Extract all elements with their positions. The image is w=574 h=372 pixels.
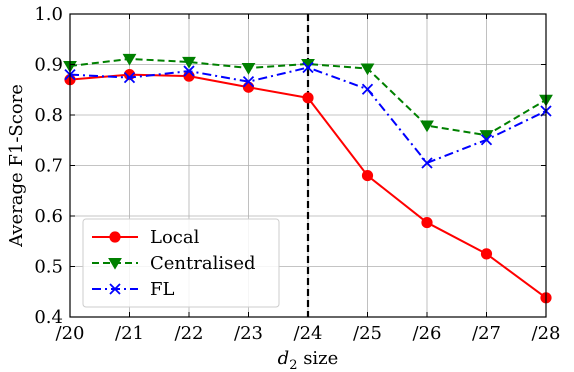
legend-entry-fl: FL <box>92 279 174 300</box>
data-point <box>242 81 255 93</box>
data-point <box>241 62 256 75</box>
data-point <box>421 157 433 169</box>
data-point <box>302 61 314 74</box>
data-point <box>421 216 433 229</box>
legend: Local Centralised FL <box>82 218 280 308</box>
x-tick-label: /24 <box>294 323 323 344</box>
x-axis-title-suffix: size <box>297 348 338 369</box>
data-point <box>123 71 136 84</box>
axis-ticks: /20/21/22/23/24/25/26/27/28 0.4 0.5 0.6 0.7 0… <box>34 4 560 344</box>
series-line <box>69 57 547 137</box>
y-tick-label: 0.6 <box>34 206 63 227</box>
data-point <box>183 70 195 82</box>
x-tick-label: /21 <box>115 323 144 344</box>
legend-label: Local <box>150 227 200 248</box>
y-tick-label: 0.5 <box>34 257 63 278</box>
x-axis-title-subscript: 2 <box>289 358 297 372</box>
data-point <box>182 56 196 69</box>
x-tick-label: /23 <box>234 323 263 344</box>
legend-entry-centralised: Centralised <box>92 253 256 274</box>
y-tick-label: 0.4 <box>34 307 63 328</box>
data-point <box>183 65 195 77</box>
series-group <box>63 53 553 304</box>
data-point <box>302 92 314 104</box>
y-tick-label: 0.8 <box>34 105 63 126</box>
x-tick-label: /26 <box>413 323 442 344</box>
legend-label: Centralised <box>150 253 256 274</box>
data-point <box>361 170 374 182</box>
y-tick-label: 0.7 <box>34 156 63 177</box>
legend-box <box>82 218 280 308</box>
legend-label: FL <box>150 279 174 300</box>
legend-marker <box>108 257 122 270</box>
data-point <box>420 120 434 133</box>
x-tick-label: /28 <box>532 323 561 344</box>
y-axis-title: Average F1-Score <box>6 84 27 248</box>
y-tick-label: 1.0 <box>34 4 63 25</box>
data-point <box>122 53 137 66</box>
y-tick-label: 0.9 <box>34 55 63 76</box>
data-point <box>480 248 493 260</box>
legend-marker <box>109 283 121 295</box>
x-axis-title: d2 size <box>278 348 339 372</box>
series-fl <box>64 61 552 169</box>
x-tick-label: /20 <box>56 323 85 344</box>
data-point <box>480 134 493 146</box>
x-tick-label: /25 <box>353 323 382 344</box>
legend-entries: Local Centralised FL <box>92 227 256 300</box>
x-tick-label: /27 <box>472 323 501 344</box>
legend-entry-local: Local <box>92 227 200 248</box>
data-point <box>361 83 374 95</box>
data-point <box>242 76 255 88</box>
legend-marker <box>109 231 121 243</box>
data-point <box>360 63 375 76</box>
x-axis-title-var: d <box>278 348 290 369</box>
x-tick-label: /22 <box>175 323 204 344</box>
